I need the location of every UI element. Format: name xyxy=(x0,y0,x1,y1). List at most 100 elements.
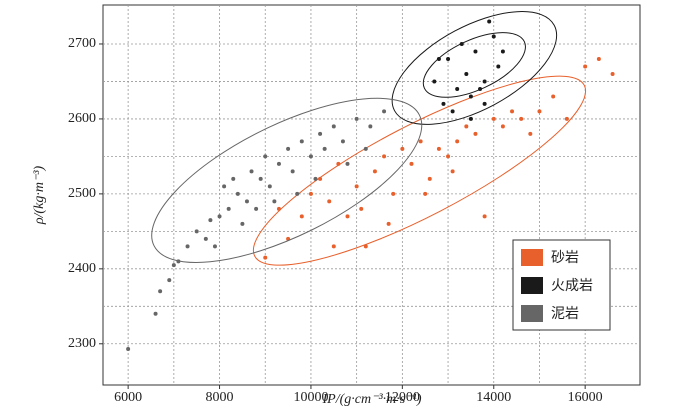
point xyxy=(482,79,487,84)
point xyxy=(482,101,487,106)
point xyxy=(276,161,281,166)
point xyxy=(340,139,345,144)
point xyxy=(468,94,473,99)
point xyxy=(386,221,391,226)
point xyxy=(308,154,313,159)
point xyxy=(158,289,163,294)
point xyxy=(537,109,542,114)
x-tick-label: 8000 xyxy=(206,390,234,405)
point xyxy=(295,191,300,196)
point xyxy=(263,154,268,159)
legend-swatch xyxy=(521,305,543,322)
point xyxy=(308,191,313,196)
point xyxy=(564,116,569,121)
point xyxy=(459,41,464,46)
point xyxy=(318,176,323,181)
point xyxy=(363,244,368,249)
point xyxy=(327,199,332,204)
y-tick-label: 2500 xyxy=(68,186,96,201)
point xyxy=(382,154,387,159)
confidence-ellipse xyxy=(252,75,587,266)
point xyxy=(496,64,501,69)
point xyxy=(583,64,588,69)
legend-swatch xyxy=(521,277,543,294)
point xyxy=(363,146,368,151)
point xyxy=(313,176,318,181)
point xyxy=(491,34,496,39)
point xyxy=(436,146,441,151)
x-tick-label: 14000 xyxy=(476,390,511,405)
point xyxy=(244,199,249,204)
x-axis-label: IP/(g·cm⁻³·m·s⁻¹) xyxy=(322,392,422,407)
point xyxy=(263,255,268,260)
point xyxy=(336,161,341,166)
point xyxy=(432,79,437,84)
x-tick-label: 6000 xyxy=(114,390,142,405)
legend-label: 砂岩 xyxy=(551,250,579,266)
y-tick-label: 2600 xyxy=(68,111,96,126)
point xyxy=(240,221,245,226)
point xyxy=(254,206,259,211)
point xyxy=(222,184,227,189)
point xyxy=(331,124,336,129)
y-tick-label: 2400 xyxy=(68,261,96,276)
point xyxy=(455,86,460,91)
point xyxy=(450,109,455,114)
point xyxy=(345,161,350,166)
x-tick-label: 10000 xyxy=(293,390,328,405)
point xyxy=(276,206,281,211)
point xyxy=(519,116,524,121)
point xyxy=(286,146,291,151)
point xyxy=(491,116,496,121)
point xyxy=(436,56,441,61)
point xyxy=(299,214,304,219)
y-tick-label: 2700 xyxy=(68,36,96,51)
point xyxy=(510,109,515,114)
point xyxy=(487,19,492,24)
point xyxy=(446,56,451,61)
point xyxy=(267,184,272,189)
point xyxy=(208,218,213,223)
point xyxy=(450,169,455,174)
confidence-ellipse xyxy=(391,11,558,125)
point xyxy=(322,146,327,151)
point xyxy=(400,146,405,151)
point xyxy=(126,347,131,352)
point xyxy=(427,176,432,181)
point xyxy=(423,191,428,196)
point xyxy=(176,259,181,264)
point xyxy=(299,139,304,144)
point xyxy=(272,199,277,204)
point xyxy=(171,263,176,268)
point xyxy=(203,236,208,241)
point xyxy=(468,116,473,121)
point xyxy=(528,131,533,136)
point xyxy=(290,169,295,174)
point xyxy=(258,176,263,181)
point xyxy=(331,244,336,249)
point xyxy=(167,278,172,283)
point xyxy=(354,184,359,189)
point xyxy=(359,206,364,211)
point xyxy=(482,214,487,219)
point xyxy=(441,101,446,106)
point xyxy=(455,139,460,144)
x-tick-label: 12000 xyxy=(385,390,420,405)
point xyxy=(354,116,359,121)
legend-label: 泥岩 xyxy=(551,306,579,322)
point xyxy=(153,311,158,316)
point xyxy=(500,49,505,54)
y-tick-label: 2300 xyxy=(68,336,96,351)
point xyxy=(368,124,373,129)
x-tick-label: 16000 xyxy=(568,390,603,405)
point xyxy=(464,124,469,129)
point xyxy=(500,124,505,129)
point xyxy=(418,139,423,144)
point xyxy=(596,56,601,61)
point xyxy=(235,191,240,196)
point xyxy=(194,229,199,234)
point xyxy=(610,71,615,76)
point xyxy=(217,214,222,219)
point xyxy=(318,131,323,136)
